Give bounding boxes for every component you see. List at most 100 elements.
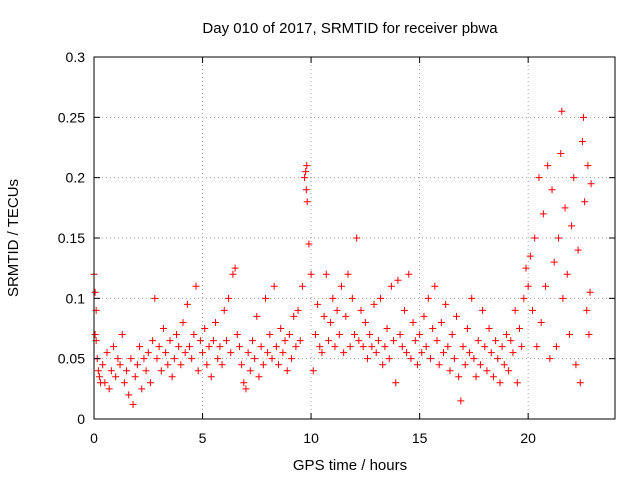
data-point: [186, 343, 194, 351]
y-tick-label: 0.25: [58, 109, 85, 125]
data-point: [357, 306, 365, 314]
data-point: [251, 355, 259, 363]
data-point: [526, 252, 534, 260]
data-point: [302, 168, 310, 176]
data-point: [489, 373, 497, 381]
data-point: [407, 355, 415, 363]
data-point: [240, 379, 248, 387]
data-point: [207, 373, 215, 381]
data-point: [472, 373, 480, 381]
data-point: [570, 174, 578, 182]
data-point: [552, 343, 560, 351]
data-point: [112, 373, 120, 381]
data-point: [429, 325, 437, 332]
data-point: [424, 294, 432, 302]
data-point: [422, 343, 430, 351]
x-ticks: 0 5 10 15 20: [90, 57, 536, 446]
data-point: [396, 331, 404, 339]
data-point: [316, 343, 324, 351]
data-point: [535, 174, 543, 182]
data-point: [563, 270, 571, 278]
data-point: [542, 282, 550, 290]
data-point: [348, 294, 356, 302]
data-point: [383, 325, 391, 332]
data-point: [175, 343, 183, 351]
data-point: [513, 379, 521, 387]
y-tick-label: 0.15: [58, 230, 85, 246]
data-point: [524, 282, 532, 290]
data-point: [159, 325, 167, 332]
data-point: [368, 343, 376, 351]
data-point: [565, 331, 573, 339]
data-point: [220, 306, 228, 314]
data-point: [231, 264, 239, 272]
data-point: [105, 385, 113, 393]
data-point: [568, 222, 576, 230]
data-point: [136, 343, 144, 351]
data-point: [266, 331, 274, 339]
y-tick-label: 0: [77, 411, 85, 427]
data-point: [344, 270, 352, 278]
data-point: [118, 331, 126, 339]
data-point: [364, 355, 372, 363]
x-tick-label: 5: [199, 430, 207, 446]
data-point: [515, 325, 523, 332]
data-point: [426, 355, 434, 363]
data-point: [374, 337, 382, 345]
data-point: [127, 355, 135, 363]
data-point: [498, 343, 506, 351]
data-point: [433, 337, 441, 345]
data-point: [442, 300, 450, 308]
data-point: [138, 385, 146, 393]
data-point: [387, 282, 395, 290]
y-tick-label: 0.2: [66, 170, 86, 186]
data-point: [342, 312, 350, 320]
data-point: [307, 270, 315, 278]
data-point: [453, 312, 461, 320]
data-point: [123, 367, 131, 375]
data-point: [238, 361, 246, 369]
data-point: [361, 318, 369, 326]
data-point: [209, 337, 217, 345]
data-point: [94, 367, 102, 375]
data-point: [162, 349, 170, 357]
data-point: [418, 349, 426, 357]
data-point: [179, 318, 187, 326]
data-point: [157, 367, 165, 375]
y-tick-label: 0.05: [58, 351, 85, 367]
data-point: [268, 355, 276, 363]
data-point: [140, 355, 148, 363]
data-point: [272, 343, 280, 351]
data-point: [522, 264, 530, 272]
x-tick-label: 20: [520, 430, 536, 446]
data-point: [107, 367, 115, 375]
data-point: [120, 379, 128, 387]
data-point: [305, 240, 313, 248]
data-point: [409, 318, 417, 326]
data-point: [125, 391, 133, 399]
data-point: [155, 343, 163, 351]
data-point: [301, 174, 309, 182]
data-point: [294, 306, 302, 314]
x-tick-label: 10: [303, 430, 319, 446]
data-point: [257, 343, 265, 351]
data-point: [116, 361, 124, 369]
data-point: [400, 306, 408, 314]
data-point: [183, 300, 191, 308]
data-point: [413, 361, 421, 369]
data-point: [292, 343, 300, 351]
data-point: [580, 113, 588, 121]
data-point: [114, 355, 122, 363]
data-point: [385, 355, 393, 363]
data-point: [444, 343, 452, 351]
data-point: [99, 361, 107, 369]
data-point: [487, 349, 495, 357]
data-point: [246, 367, 254, 375]
data-point: [550, 258, 558, 266]
data-point: [355, 337, 363, 345]
data-point: [91, 288, 99, 296]
data-point: [558, 107, 566, 115]
y-tick-label: 0.3: [66, 49, 86, 65]
data-point: [181, 349, 189, 357]
data-point: [229, 270, 237, 278]
